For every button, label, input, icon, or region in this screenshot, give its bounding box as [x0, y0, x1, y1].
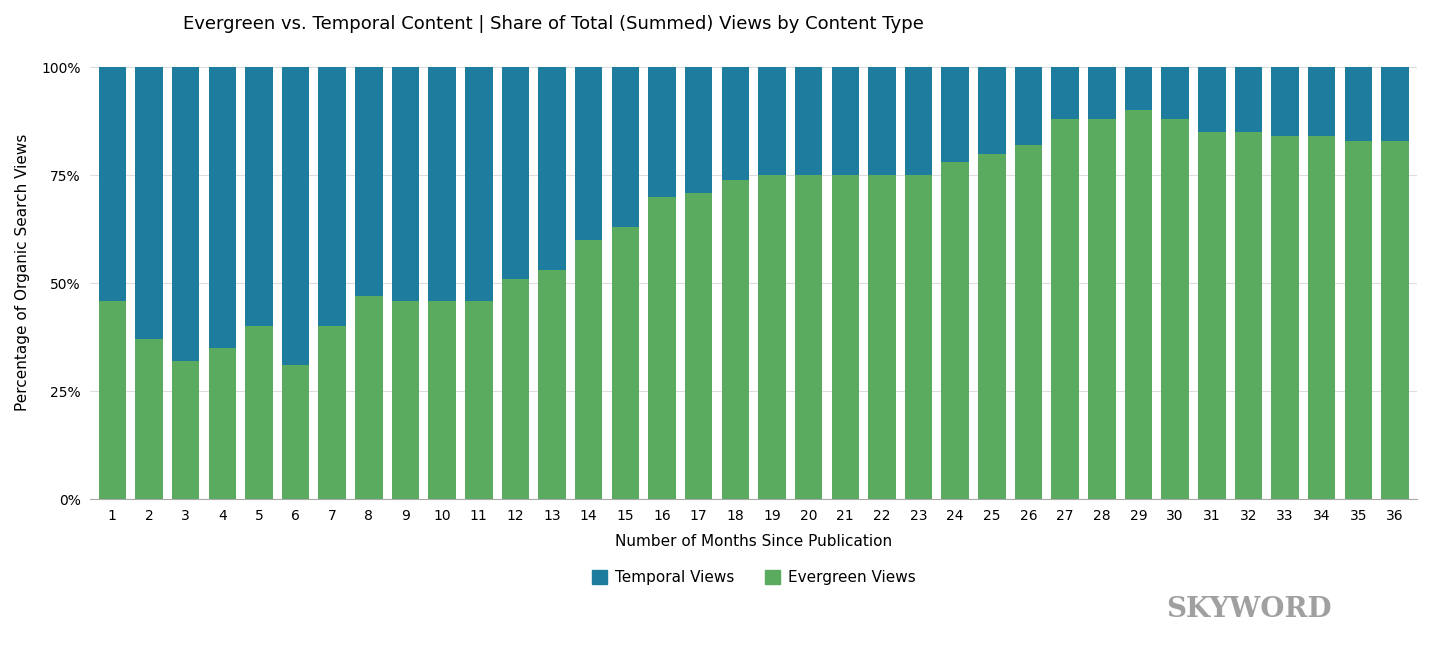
- Bar: [1015, 145, 1042, 499]
- Bar: [465, 300, 493, 499]
- Bar: [978, 154, 1005, 499]
- Bar: [1088, 119, 1116, 499]
- Bar: [611, 67, 639, 227]
- Bar: [355, 67, 382, 296]
- Bar: [1272, 136, 1299, 499]
- Bar: [905, 175, 932, 499]
- Bar: [355, 296, 382, 499]
- X-axis label: Number of Months Since Publication: Number of Months Since Publication: [616, 534, 892, 549]
- Bar: [209, 67, 236, 348]
- Bar: [611, 227, 639, 499]
- Bar: [428, 300, 455, 499]
- Bar: [978, 67, 1005, 154]
- Text: Evergreen vs. Temporal Content | Share of Total (Summed) Views by Content Type: Evergreen vs. Temporal Content | Share o…: [183, 15, 924, 33]
- Bar: [318, 326, 347, 499]
- Bar: [318, 67, 347, 326]
- Bar: [172, 361, 199, 499]
- Bar: [501, 279, 530, 499]
- Bar: [1015, 67, 1042, 145]
- Text: SKYWORD: SKYWORD: [1166, 596, 1332, 623]
- Bar: [282, 67, 309, 365]
- Bar: [428, 67, 455, 300]
- Bar: [649, 67, 676, 197]
- Bar: [538, 67, 566, 270]
- Bar: [501, 67, 530, 279]
- Bar: [1382, 67, 1409, 141]
- Bar: [684, 193, 713, 499]
- Bar: [172, 67, 199, 361]
- Bar: [576, 67, 603, 240]
- Bar: [1234, 67, 1262, 132]
- Legend: Temporal Views, Evergreen Views: Temporal Views, Evergreen Views: [586, 564, 922, 591]
- Bar: [759, 67, 786, 175]
- Bar: [576, 240, 603, 499]
- Bar: [722, 67, 749, 180]
- Bar: [1161, 119, 1189, 499]
- Bar: [868, 67, 895, 175]
- Bar: [832, 175, 859, 499]
- Bar: [1234, 132, 1262, 499]
- Bar: [795, 67, 822, 175]
- Bar: [1199, 132, 1226, 499]
- Bar: [795, 175, 822, 499]
- Bar: [905, 67, 932, 175]
- Bar: [1124, 110, 1153, 499]
- Bar: [941, 67, 969, 162]
- Bar: [392, 67, 420, 300]
- Bar: [1272, 67, 1299, 136]
- Bar: [1345, 67, 1372, 141]
- Bar: [245, 326, 272, 499]
- Bar: [1088, 67, 1116, 119]
- Bar: [135, 67, 163, 339]
- Bar: [1382, 141, 1409, 499]
- Bar: [684, 67, 713, 193]
- Bar: [941, 162, 969, 499]
- Bar: [99, 300, 126, 499]
- Bar: [1051, 67, 1078, 119]
- Bar: [649, 197, 676, 499]
- Bar: [99, 67, 126, 300]
- Bar: [245, 67, 272, 326]
- Bar: [392, 300, 420, 499]
- Bar: [1124, 67, 1153, 110]
- Y-axis label: Percentage of Organic Search Views: Percentage of Organic Search Views: [14, 134, 30, 411]
- Bar: [209, 348, 236, 499]
- Bar: [465, 67, 493, 300]
- Bar: [1161, 67, 1189, 119]
- Bar: [1051, 119, 1078, 499]
- Bar: [1307, 136, 1336, 499]
- Bar: [1307, 67, 1336, 136]
- Bar: [1345, 141, 1372, 499]
- Bar: [1199, 67, 1226, 132]
- Bar: [722, 180, 749, 499]
- Bar: [538, 270, 566, 499]
- Bar: [282, 365, 309, 499]
- Bar: [832, 67, 859, 175]
- Bar: [759, 175, 786, 499]
- Bar: [135, 339, 163, 499]
- Bar: [868, 175, 895, 499]
